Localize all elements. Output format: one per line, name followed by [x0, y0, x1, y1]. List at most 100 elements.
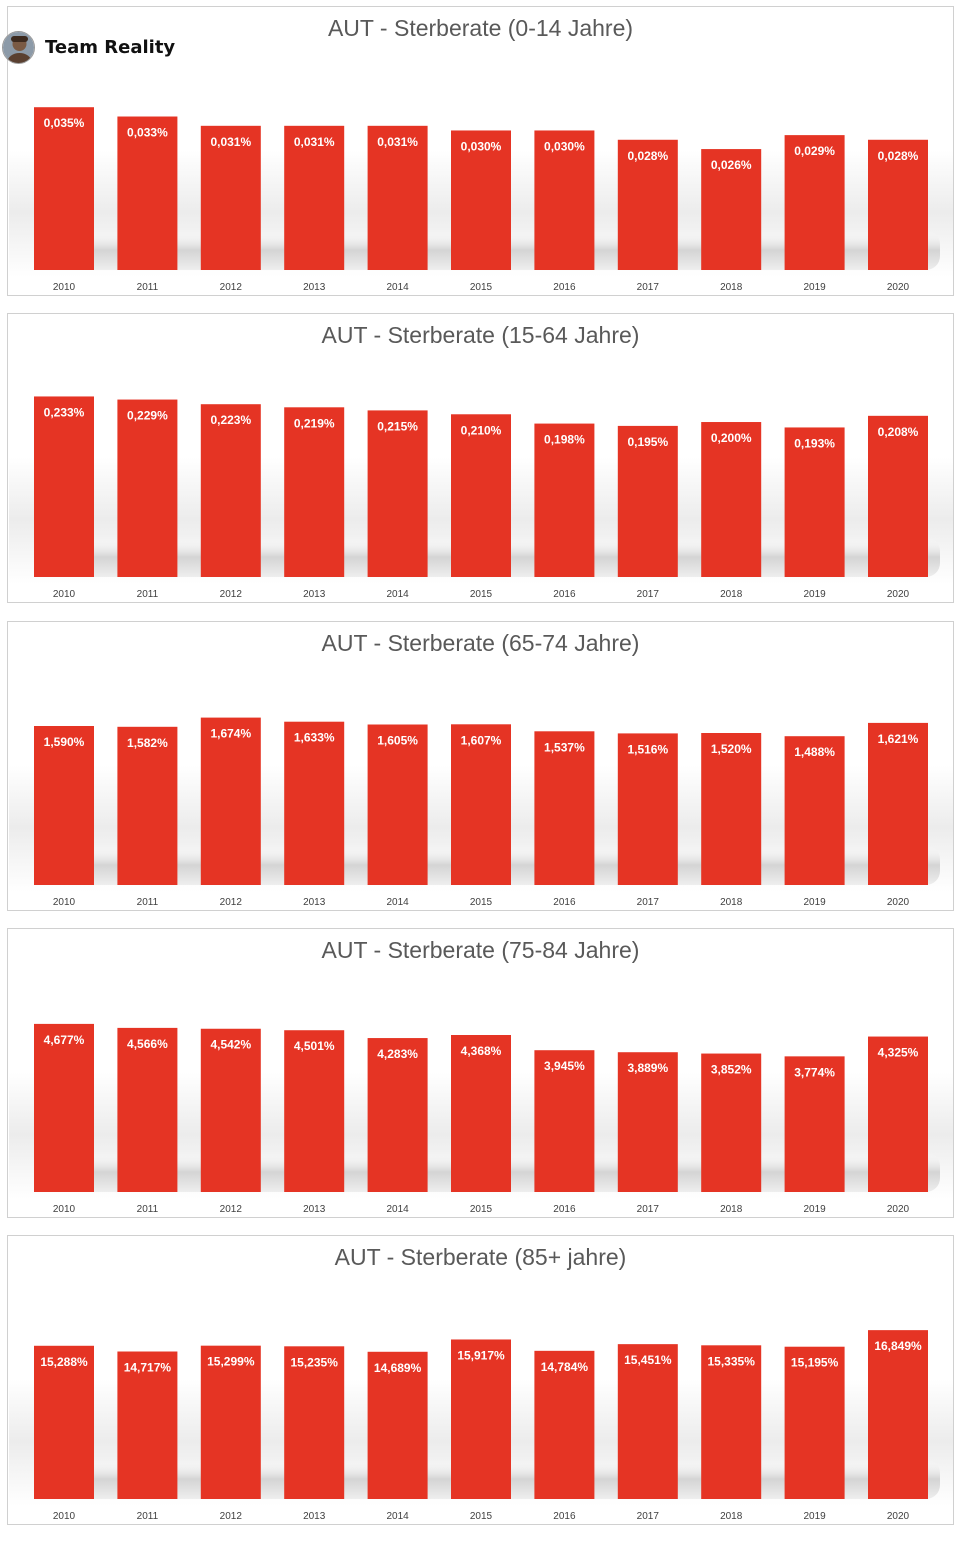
bar	[200, 717, 261, 885]
bar	[451, 1339, 511, 1499]
bar	[367, 724, 428, 885]
x-tick-label: 2020	[887, 1511, 910, 1522]
x-tick-label: 2014	[386, 282, 409, 293]
bar	[367, 1038, 428, 1192]
x-tick-label: 2018	[720, 897, 743, 908]
x-tick-label: 2020	[887, 897, 910, 908]
bar-label: 0,033%	[127, 126, 168, 140]
x-tick-label: 2011	[137, 897, 159, 908]
x-tick-label: 2014	[386, 897, 409, 908]
bar-label: 4,542%	[210, 1038, 251, 1052]
bar-label: 15,288%	[40, 1355, 88, 1369]
bar-label: 0,031%	[210, 135, 251, 149]
chart-panel-15-64: 0,233% 2010 0,229% 2011 0,223% 2012 0,219% 2013…	[7, 313, 954, 603]
bar	[284, 407, 345, 577]
bar	[701, 1053, 762, 1192]
x-tick-label: 2013	[303, 1204, 326, 1215]
bar-label: 1,520%	[711, 742, 752, 756]
bar-label: 15,299%	[207, 1355, 255, 1369]
x-tick-label: 2020	[887, 589, 910, 600]
x-tick-label: 2019	[803, 282, 826, 293]
bar-label: 0,210%	[461, 423, 502, 437]
bar	[701, 149, 762, 270]
bar	[117, 726, 178, 885]
chart-title: AUT - Sterberate (65-74 Jahre)	[321, 630, 640, 656]
bar	[534, 1350, 595, 1499]
x-tick-label: 2012	[220, 897, 243, 908]
chart-title: AUT - Sterberate (85+ jahre)	[334, 1244, 627, 1270]
bar	[117, 116, 178, 270]
bar-label: 3,889%	[627, 1061, 668, 1075]
bar-label: 0,193%	[794, 436, 835, 450]
bar	[34, 1345, 94, 1499]
x-tick-label: 2011	[137, 1511, 159, 1522]
bar	[34, 396, 94, 577]
x-tick-label: 2017	[637, 1511, 660, 1522]
bar	[200, 1345, 261, 1499]
bar-label: 15,195%	[791, 1356, 839, 1370]
x-tick-label: 2019	[803, 589, 826, 600]
bar-label: 0,208%	[878, 425, 919, 439]
bar	[868, 1330, 928, 1499]
x-tick-label: 2014	[386, 1204, 409, 1215]
x-tick-label: 2017	[637, 897, 660, 908]
x-tick-label: 2013	[303, 589, 326, 600]
bar-label: 14,689%	[374, 1361, 422, 1375]
x-tick-label: 2010	[53, 897, 76, 908]
x-tick-label: 2014	[386, 1511, 409, 1522]
bar-label: 4,283%	[377, 1047, 418, 1061]
bar-label: 0,031%	[294, 135, 335, 149]
bar-label: 0,028%	[627, 149, 668, 163]
bar	[117, 1351, 178, 1499]
bar-label: 1,590%	[44, 735, 85, 749]
bar	[451, 130, 511, 270]
bar	[784, 427, 845, 577]
chart-panel-75-84: 4,677% 2010 4,566% 2011 4,542% 2012 4,501% 2013…	[7, 928, 954, 1218]
chart-svg: 0,233% 2010 0,229% 2011 0,223% 2012 0,219% 2013…	[9, 354, 953, 600]
bar-label: 3,774%	[794, 1065, 835, 1079]
bar-label: 15,235%	[291, 1355, 339, 1369]
x-tick-label: 2011	[137, 1204, 159, 1215]
bar	[367, 125, 428, 270]
bar	[868, 1036, 928, 1192]
bar	[200, 1028, 261, 1192]
brand-name: Team Reality	[45, 36, 176, 58]
bar-label: 0,200%	[711, 431, 752, 445]
bar	[451, 1035, 511, 1192]
x-tick-label: 2018	[720, 589, 743, 600]
bar-label: 16,849%	[874, 1339, 922, 1353]
x-tick-label: 2015	[470, 897, 493, 908]
bar	[534, 130, 595, 270]
x-tick-label: 2016	[553, 897, 576, 908]
x-tick-label: 2016	[553, 1204, 576, 1215]
bar-label: 1,633%	[294, 731, 335, 745]
x-tick-label: 2019	[803, 1204, 826, 1215]
bar	[200, 404, 261, 577]
bar-label: 1,621%	[878, 732, 919, 746]
x-tick-label: 2020	[887, 1204, 910, 1215]
bar	[34, 107, 94, 270]
bar-label: 4,501%	[294, 1039, 335, 1053]
bar	[534, 423, 595, 577]
bar-label: 15,917%	[457, 1348, 505, 1362]
chart-panel-85plus: 15,288% 2010 14,717% 2011 15,299% 2012 15,235%…	[7, 1235, 954, 1525]
x-tick-label: 2018	[720, 1204, 743, 1215]
bar-label: 0,030%	[461, 139, 502, 153]
chart-panel-0-14: 0,035% 2010 0,033% 2011 0,031% 2012 0,031% 2013…	[7, 6, 954, 296]
x-tick-label: 2016	[553, 589, 576, 600]
bar-label: 1,537%	[544, 740, 585, 754]
bar	[617, 425, 678, 577]
bar	[534, 1050, 595, 1192]
bar	[617, 1344, 678, 1499]
chart-svg: 4,677% 2010 4,566% 2011 4,542% 2012 4,501% 2013…	[9, 969, 953, 1215]
x-tick-label: 2012	[220, 1204, 243, 1215]
bar-label: 1,605%	[377, 734, 418, 748]
bar-label: 1,582%	[127, 736, 168, 750]
bar	[451, 414, 511, 577]
bar-label: 0,219%	[294, 416, 335, 430]
bar-label: 0,028%	[878, 149, 919, 163]
bar	[701, 733, 762, 885]
x-tick-label: 2012	[220, 282, 243, 293]
bar-label: 4,368%	[461, 1044, 502, 1058]
brand: Team Reality	[2, 30, 175, 64]
